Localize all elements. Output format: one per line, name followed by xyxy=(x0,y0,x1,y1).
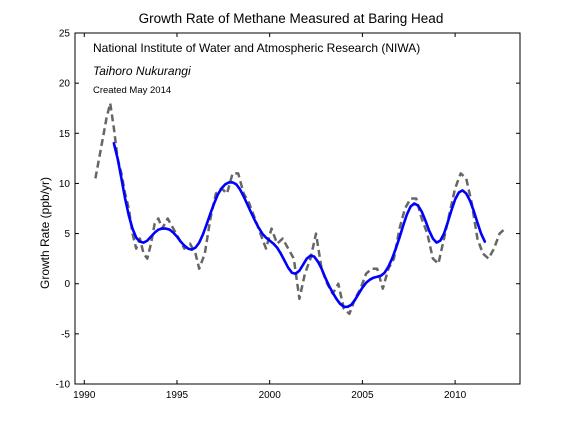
annotation-text: Created May 2014 xyxy=(93,85,171,96)
x-tick-label: 1990 xyxy=(73,390,96,401)
y-tick-label: 20 xyxy=(59,79,71,90)
plot-frame xyxy=(74,32,521,385)
x-tick-label: 2000 xyxy=(259,390,282,401)
series-line-dashed xyxy=(94,101,507,316)
y-tick-label: 10 xyxy=(59,179,71,190)
y-tick-label: 0 xyxy=(64,279,70,290)
y-tick-label: -10 xyxy=(56,380,71,391)
x-tick-label: 1995 xyxy=(166,390,189,401)
annotations: National Institute of Water and Atmosphe… xyxy=(93,41,420,96)
y-tick-label: 15 xyxy=(59,129,71,140)
axes: 1990 1995 2000 2005 2010 -10 -5 0 5 10 15 20 25 xyxy=(56,29,521,401)
annotation-text: National Institute of Water and Atmosphe… xyxy=(93,41,420,55)
annotation-text: Taihoro Nukurangi xyxy=(93,64,191,78)
y-axis-label: Growth Rate (ppb/yr) xyxy=(38,177,52,289)
y-tick-label: 25 xyxy=(59,29,71,40)
x-tick-label: 2005 xyxy=(351,390,374,401)
plot-series xyxy=(94,101,507,316)
x-tick-label: 2010 xyxy=(444,390,467,401)
chart-title: Growth Rate of Methane Measured at Barin… xyxy=(139,11,444,26)
series-line-smoothed xyxy=(112,142,487,309)
y-tick-label: 5 xyxy=(64,229,70,240)
y-tick-label: -5 xyxy=(61,329,70,340)
